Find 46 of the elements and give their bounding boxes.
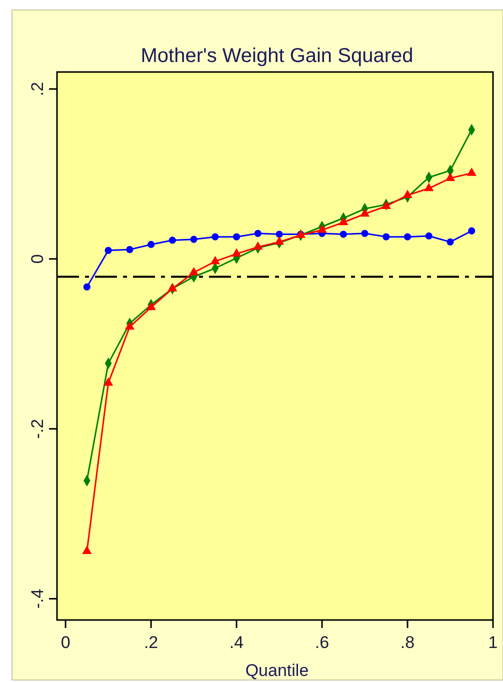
- point: [253, 241, 263, 250]
- point: [445, 172, 456, 181]
- point: [468, 227, 476, 234]
- point: [361, 230, 368, 237]
- point: [168, 283, 178, 292]
- point: [82, 546, 92, 554]
- y-tick-label: .2: [28, 82, 47, 96]
- point: [103, 377, 114, 386]
- point: [190, 236, 198, 243]
- point: [276, 230, 283, 238]
- x-tick-label: .4: [229, 633, 244, 652]
- point: [425, 232, 432, 240]
- point: [424, 182, 434, 192]
- y-tick-label: -.4: [28, 588, 47, 609]
- point: [382, 233, 390, 240]
- point: [317, 224, 327, 233]
- y-tick-label: 0: [28, 254, 47, 264]
- point: [146, 302, 156, 310]
- point: [232, 233, 240, 240]
- chart-title: Mother's Weight Gain Squared: [140, 45, 414, 67]
- point: [104, 246, 112, 254]
- point: [126, 246, 134, 254]
- y-tick-label: -.2: [28, 418, 47, 439]
- x-tick-label: 0: [60, 633, 70, 652]
- x-tick-label: 1: [488, 633, 498, 652]
- point: [340, 230, 347, 238]
- x-tick-label: .2: [144, 633, 158, 652]
- point: [147, 240, 155, 248]
- point: [83, 283, 90, 291]
- point: [466, 168, 476, 176]
- x-tick-label: .6: [314, 633, 330, 652]
- x-axis-title: Quantile: [245, 661, 309, 680]
- point: [210, 256, 220, 264]
- x-tick-label: .8: [400, 633, 415, 652]
- point: [338, 216, 348, 226]
- point: [402, 190, 412, 198]
- point: [254, 230, 262, 237]
- point: [232, 248, 242, 257]
- point: [168, 236, 176, 244]
- point: [212, 233, 219, 240]
- point: [446, 238, 454, 246]
- point: [360, 208, 370, 217]
- point: [124, 321, 134, 330]
- point: [404, 233, 412, 240]
- point: [188, 266, 199, 276]
- point: [274, 236, 284, 245]
